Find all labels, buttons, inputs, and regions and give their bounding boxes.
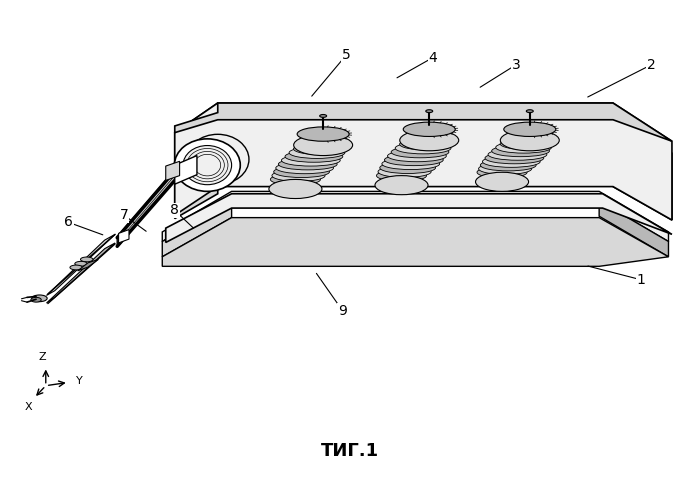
Ellipse shape [395, 142, 451, 154]
Ellipse shape [485, 152, 544, 164]
Ellipse shape [282, 155, 340, 166]
Ellipse shape [380, 162, 435, 173]
Text: Z: Z [38, 352, 46, 362]
Ellipse shape [526, 110, 533, 113]
Ellipse shape [504, 122, 556, 137]
Ellipse shape [269, 179, 322, 199]
Ellipse shape [400, 139, 453, 150]
Ellipse shape [505, 135, 555, 146]
Ellipse shape [278, 158, 337, 170]
Ellipse shape [500, 130, 559, 151]
Ellipse shape [500, 138, 554, 150]
Ellipse shape [285, 151, 343, 162]
Ellipse shape [80, 257, 93, 262]
Ellipse shape [480, 159, 536, 171]
Ellipse shape [297, 127, 350, 141]
Polygon shape [613, 117, 672, 220]
Polygon shape [175, 103, 672, 141]
Ellipse shape [488, 149, 547, 160]
Ellipse shape [31, 298, 41, 302]
Polygon shape [119, 229, 129, 243]
Text: ΤИГ.1: ΤИГ.1 [320, 441, 379, 460]
Polygon shape [166, 194, 672, 242]
Ellipse shape [403, 122, 455, 137]
Ellipse shape [384, 154, 443, 166]
Ellipse shape [400, 130, 459, 151]
Ellipse shape [294, 143, 347, 155]
Ellipse shape [294, 135, 352, 156]
Ellipse shape [298, 139, 348, 151]
Polygon shape [78, 259, 99, 271]
Ellipse shape [32, 295, 47, 302]
Polygon shape [117, 170, 175, 247]
Ellipse shape [391, 146, 449, 158]
Text: 9: 9 [338, 304, 347, 318]
Ellipse shape [271, 174, 320, 185]
Text: Y: Y [75, 376, 82, 386]
Ellipse shape [276, 162, 333, 174]
Polygon shape [162, 218, 668, 266]
Ellipse shape [426, 110, 433, 113]
Polygon shape [162, 201, 231, 257]
Text: 2: 2 [647, 58, 656, 72]
Polygon shape [599, 201, 668, 257]
Polygon shape [46, 243, 115, 303]
Text: 4: 4 [428, 51, 437, 65]
Ellipse shape [378, 166, 431, 177]
Text: 8: 8 [171, 203, 179, 217]
Text: 3: 3 [512, 58, 520, 72]
Ellipse shape [387, 150, 447, 162]
Polygon shape [175, 103, 672, 220]
Ellipse shape [496, 142, 552, 153]
Ellipse shape [272, 170, 325, 181]
Ellipse shape [319, 114, 326, 117]
Ellipse shape [187, 134, 249, 185]
Polygon shape [175, 156, 197, 184]
Ellipse shape [377, 170, 426, 181]
Ellipse shape [491, 145, 549, 156]
Ellipse shape [289, 147, 345, 158]
Ellipse shape [183, 145, 231, 185]
Text: 1: 1 [636, 273, 645, 287]
Ellipse shape [404, 135, 454, 146]
Ellipse shape [382, 158, 440, 170]
Polygon shape [166, 161, 180, 180]
Text: X: X [24, 402, 32, 412]
Ellipse shape [479, 163, 532, 174]
Ellipse shape [375, 176, 428, 195]
Text: 6: 6 [64, 215, 73, 229]
Text: 7: 7 [120, 208, 129, 222]
Text: 5: 5 [342, 48, 350, 62]
Polygon shape [46, 234, 115, 296]
Ellipse shape [75, 261, 87, 266]
Ellipse shape [274, 166, 329, 178]
Ellipse shape [482, 156, 540, 167]
Ellipse shape [175, 139, 240, 191]
Polygon shape [175, 103, 218, 219]
Ellipse shape [475, 172, 528, 191]
Ellipse shape [70, 265, 82, 270]
Polygon shape [162, 191, 668, 242]
Ellipse shape [477, 167, 527, 178]
